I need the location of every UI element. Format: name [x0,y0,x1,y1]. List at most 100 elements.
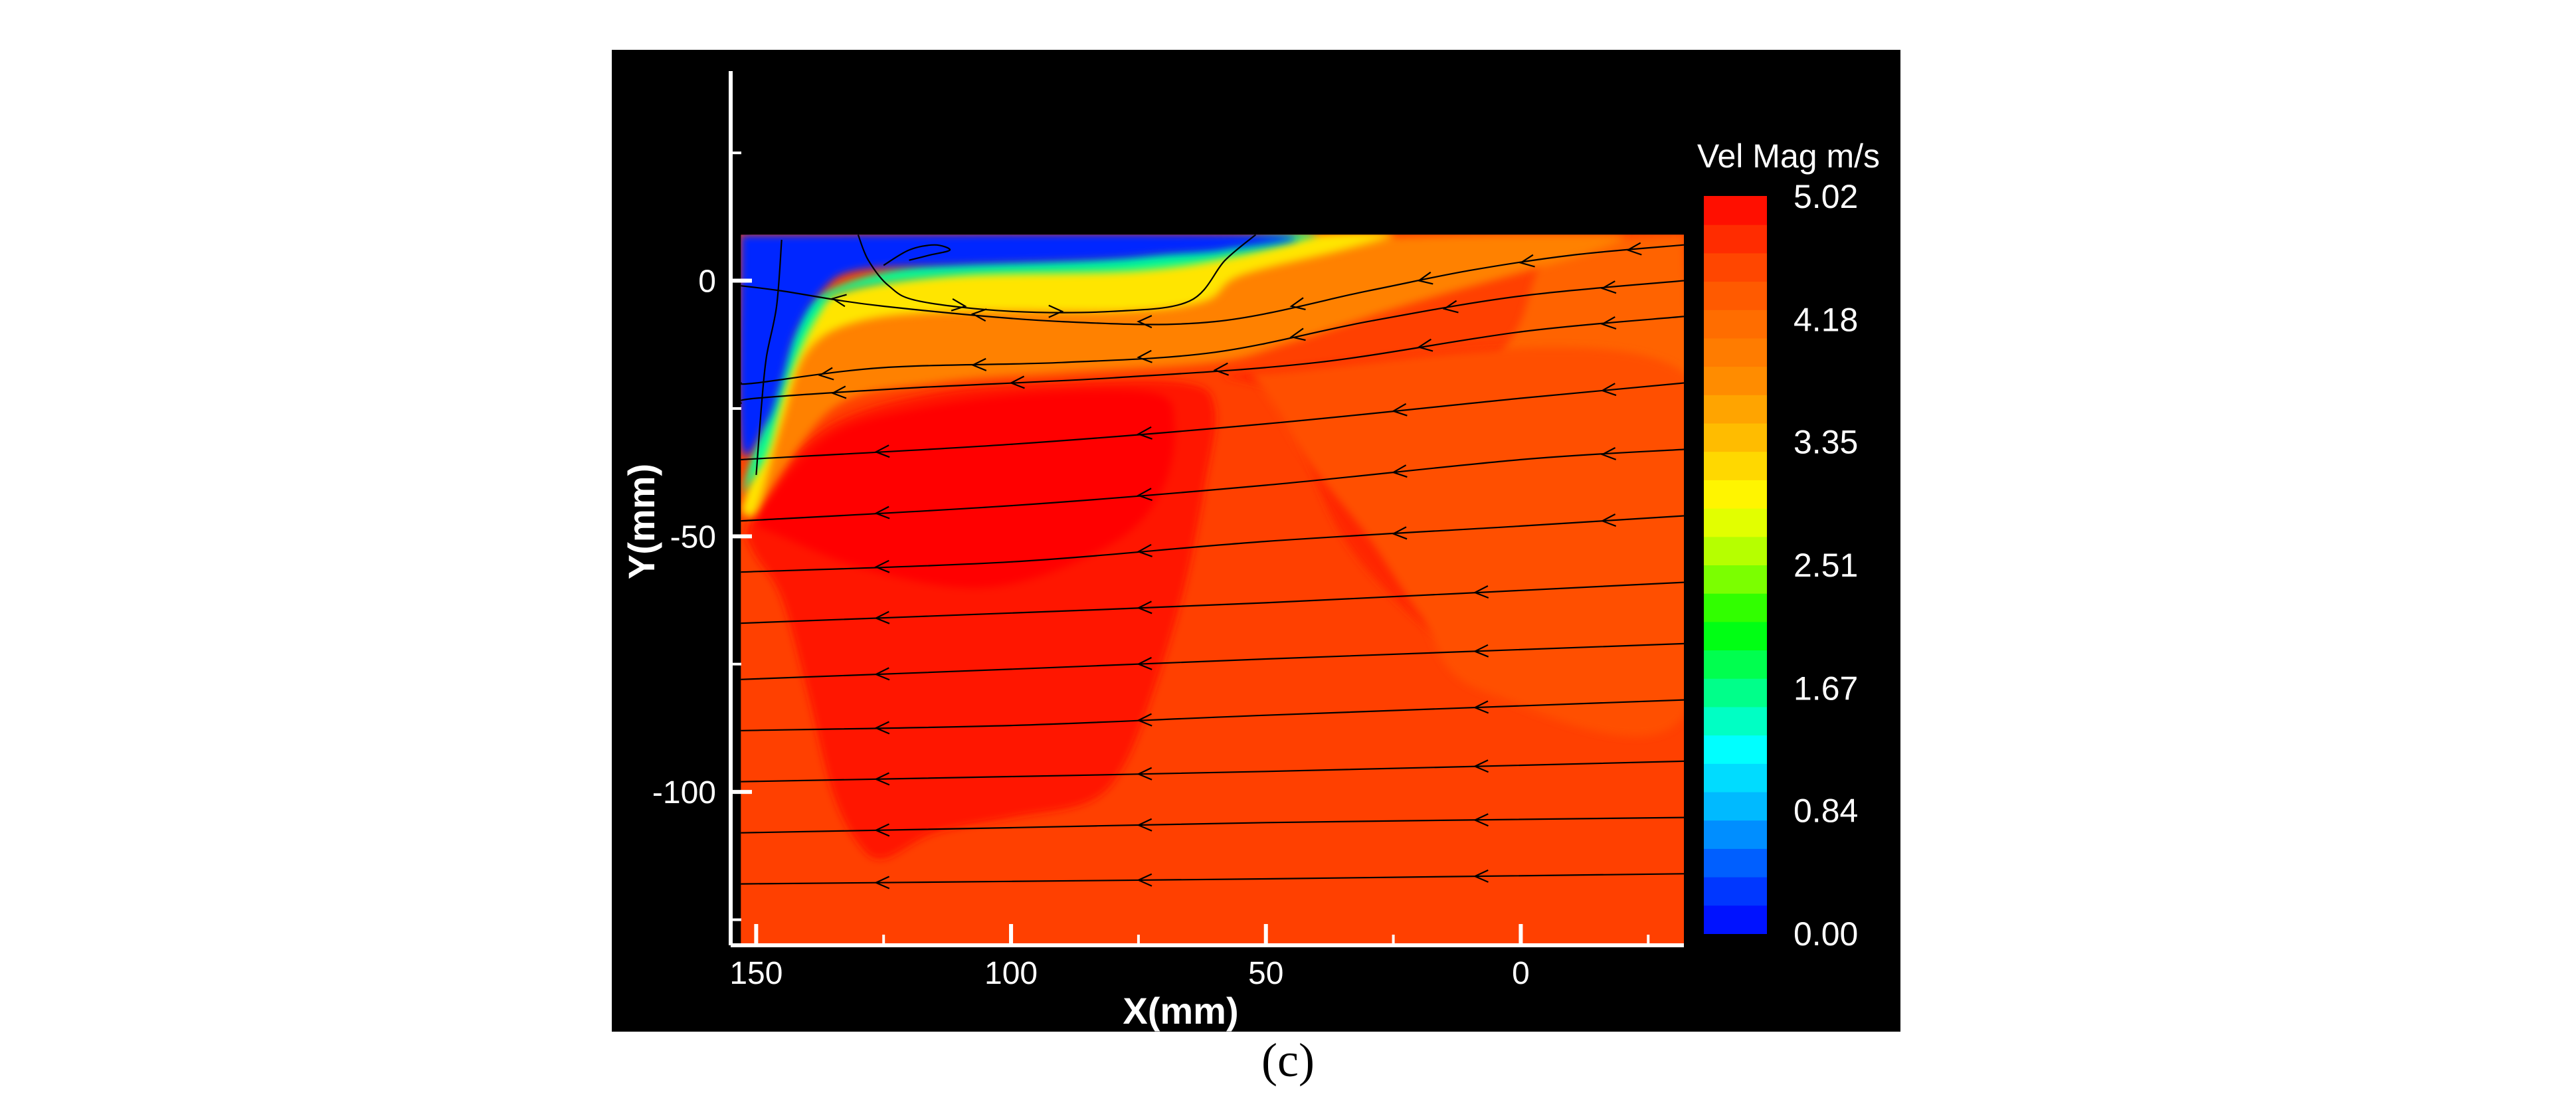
y-tick-label: -100 [652,775,716,810]
colorbar-level [1704,621,1767,651]
streamline-arrow [874,610,890,624]
streamline-4 [741,382,1684,460]
streamline-arrow [1600,280,1617,294]
streamline-3 [741,316,1684,405]
streamline-arrow [1289,297,1306,310]
streamline-arrow [1600,447,1617,460]
streamline-arrow [1417,271,1433,285]
streamline-arrow [1289,327,1306,341]
axes: 0 -50 -100 150 100 50 0 X(mm) Y(mm) [620,71,1684,1032]
streamline-arrow [970,308,987,322]
colorbar-level [1704,479,1767,509]
streamline-1 [741,244,1684,326]
streamline-arrow [830,294,847,308]
streamline-arrow [1137,873,1152,887]
streamline-arrow [1600,316,1617,330]
colorbar-level [1704,422,1767,452]
streamline-5 [741,448,1684,522]
colorbar-level [1704,394,1767,424]
streamline-15 [755,239,782,476]
streamline-arrow [818,367,834,381]
colorbar-tick-label: 3.35 [1794,423,1858,460]
colorbar-tick-label: 0.84 [1794,792,1858,829]
colorbar-level [1704,650,1767,679]
streamline-arrow [874,559,890,573]
colorbar-level [1704,281,1767,310]
x-tick-label: 0 [1512,956,1530,991]
streamline-arrow [874,667,890,681]
x-tick-label: 100 [984,956,1038,991]
colorbar-level [1704,337,1767,367]
colorbar-title: Vel Mag m/s [1697,138,1880,175]
streamline-arrow [1137,656,1152,670]
streamline-arrow [1391,526,1408,540]
streamline-arrow [1442,300,1459,314]
streamline-arrow [1137,601,1152,614]
streamline-arrow [1417,338,1433,352]
streamline-11 [741,816,1684,834]
streamline-arrow [951,298,967,312]
colorbar-tick-label: 5.02 [1794,178,1858,215]
colorbar-level [1704,791,1767,821]
streamline-arrow [1600,383,1617,397]
streamline-arrow [1391,403,1408,417]
streamline-arrow [1137,349,1152,363]
colorbar-level [1704,763,1767,793]
colorbar-level [1704,451,1767,480]
streamline-arrow [1048,304,1064,318]
streamline-arrow [830,385,847,399]
streamline-arrow [1473,813,1489,827]
panel-label: (c) [1261,1034,1315,1087]
y-tick-label: 0 [698,264,716,300]
colorbar-level [1704,678,1767,707]
streamline-arrow [874,876,890,889]
colorbar-level [1704,905,1767,934]
streamline-10 [741,760,1684,783]
streamline-arrow [1518,254,1535,268]
streamline-arrow [1600,513,1617,527]
contour-region-green-band [741,234,1394,517]
y-tick-label: -50 [670,519,716,555]
streamline-arrow [1009,375,1025,389]
streamline-13 [857,234,1257,314]
colorbar-level [1704,309,1767,339]
colorbar-level [1704,508,1767,537]
colorbar-tick-label: 4.18 [1794,302,1858,339]
colorbar-level [1704,706,1767,736]
colorbar-tick-label: 2.51 [1794,547,1858,584]
colorbar-level [1704,876,1767,906]
y-axis-label: Y(mm) [620,464,662,579]
colorbar-level [1704,593,1767,622]
streamline-arrow [1137,315,1152,329]
streamline-arrow [1473,644,1489,658]
streamline-6 [741,515,1684,573]
contour-region-recirculation [741,234,1297,456]
streamline-arrow [1137,543,1152,557]
colorbar-level [1704,820,1767,849]
streamline-14 [883,244,951,266]
streamline-arrow [1213,362,1229,376]
contour-field [741,234,1684,945]
streamline-9 [741,699,1684,731]
streamlines [741,234,1684,889]
streamline-arrow [1137,818,1152,832]
streamline-8 [741,642,1684,680]
colorbar: Vel Mag m/s5.02 4.18 3.35 2.51 1.67 0.84 0.00 [1697,138,1880,953]
x-tick-label: 50 [1248,956,1283,991]
streamline-arrow [1137,488,1152,502]
colorbar-tick-label: 0.00 [1794,915,1858,953]
x-tick-label: 150 [729,956,782,991]
streamline-arrow [1473,759,1489,773]
colorbar-level [1704,196,1767,225]
streamline-arrow [970,357,987,371]
colorbar-tick-label: 1.67 [1794,670,1858,707]
colorbar-level [1704,565,1767,594]
x-axis-label: X(mm) [1123,990,1238,1032]
streamline-arrow [1625,242,1642,256]
streamline-arrow [1137,767,1152,781]
streamline-arrow [1391,464,1408,478]
streamline-arrow [1137,713,1152,727]
streamline-arrow [1137,426,1152,440]
streamline-arrow [874,444,890,458]
